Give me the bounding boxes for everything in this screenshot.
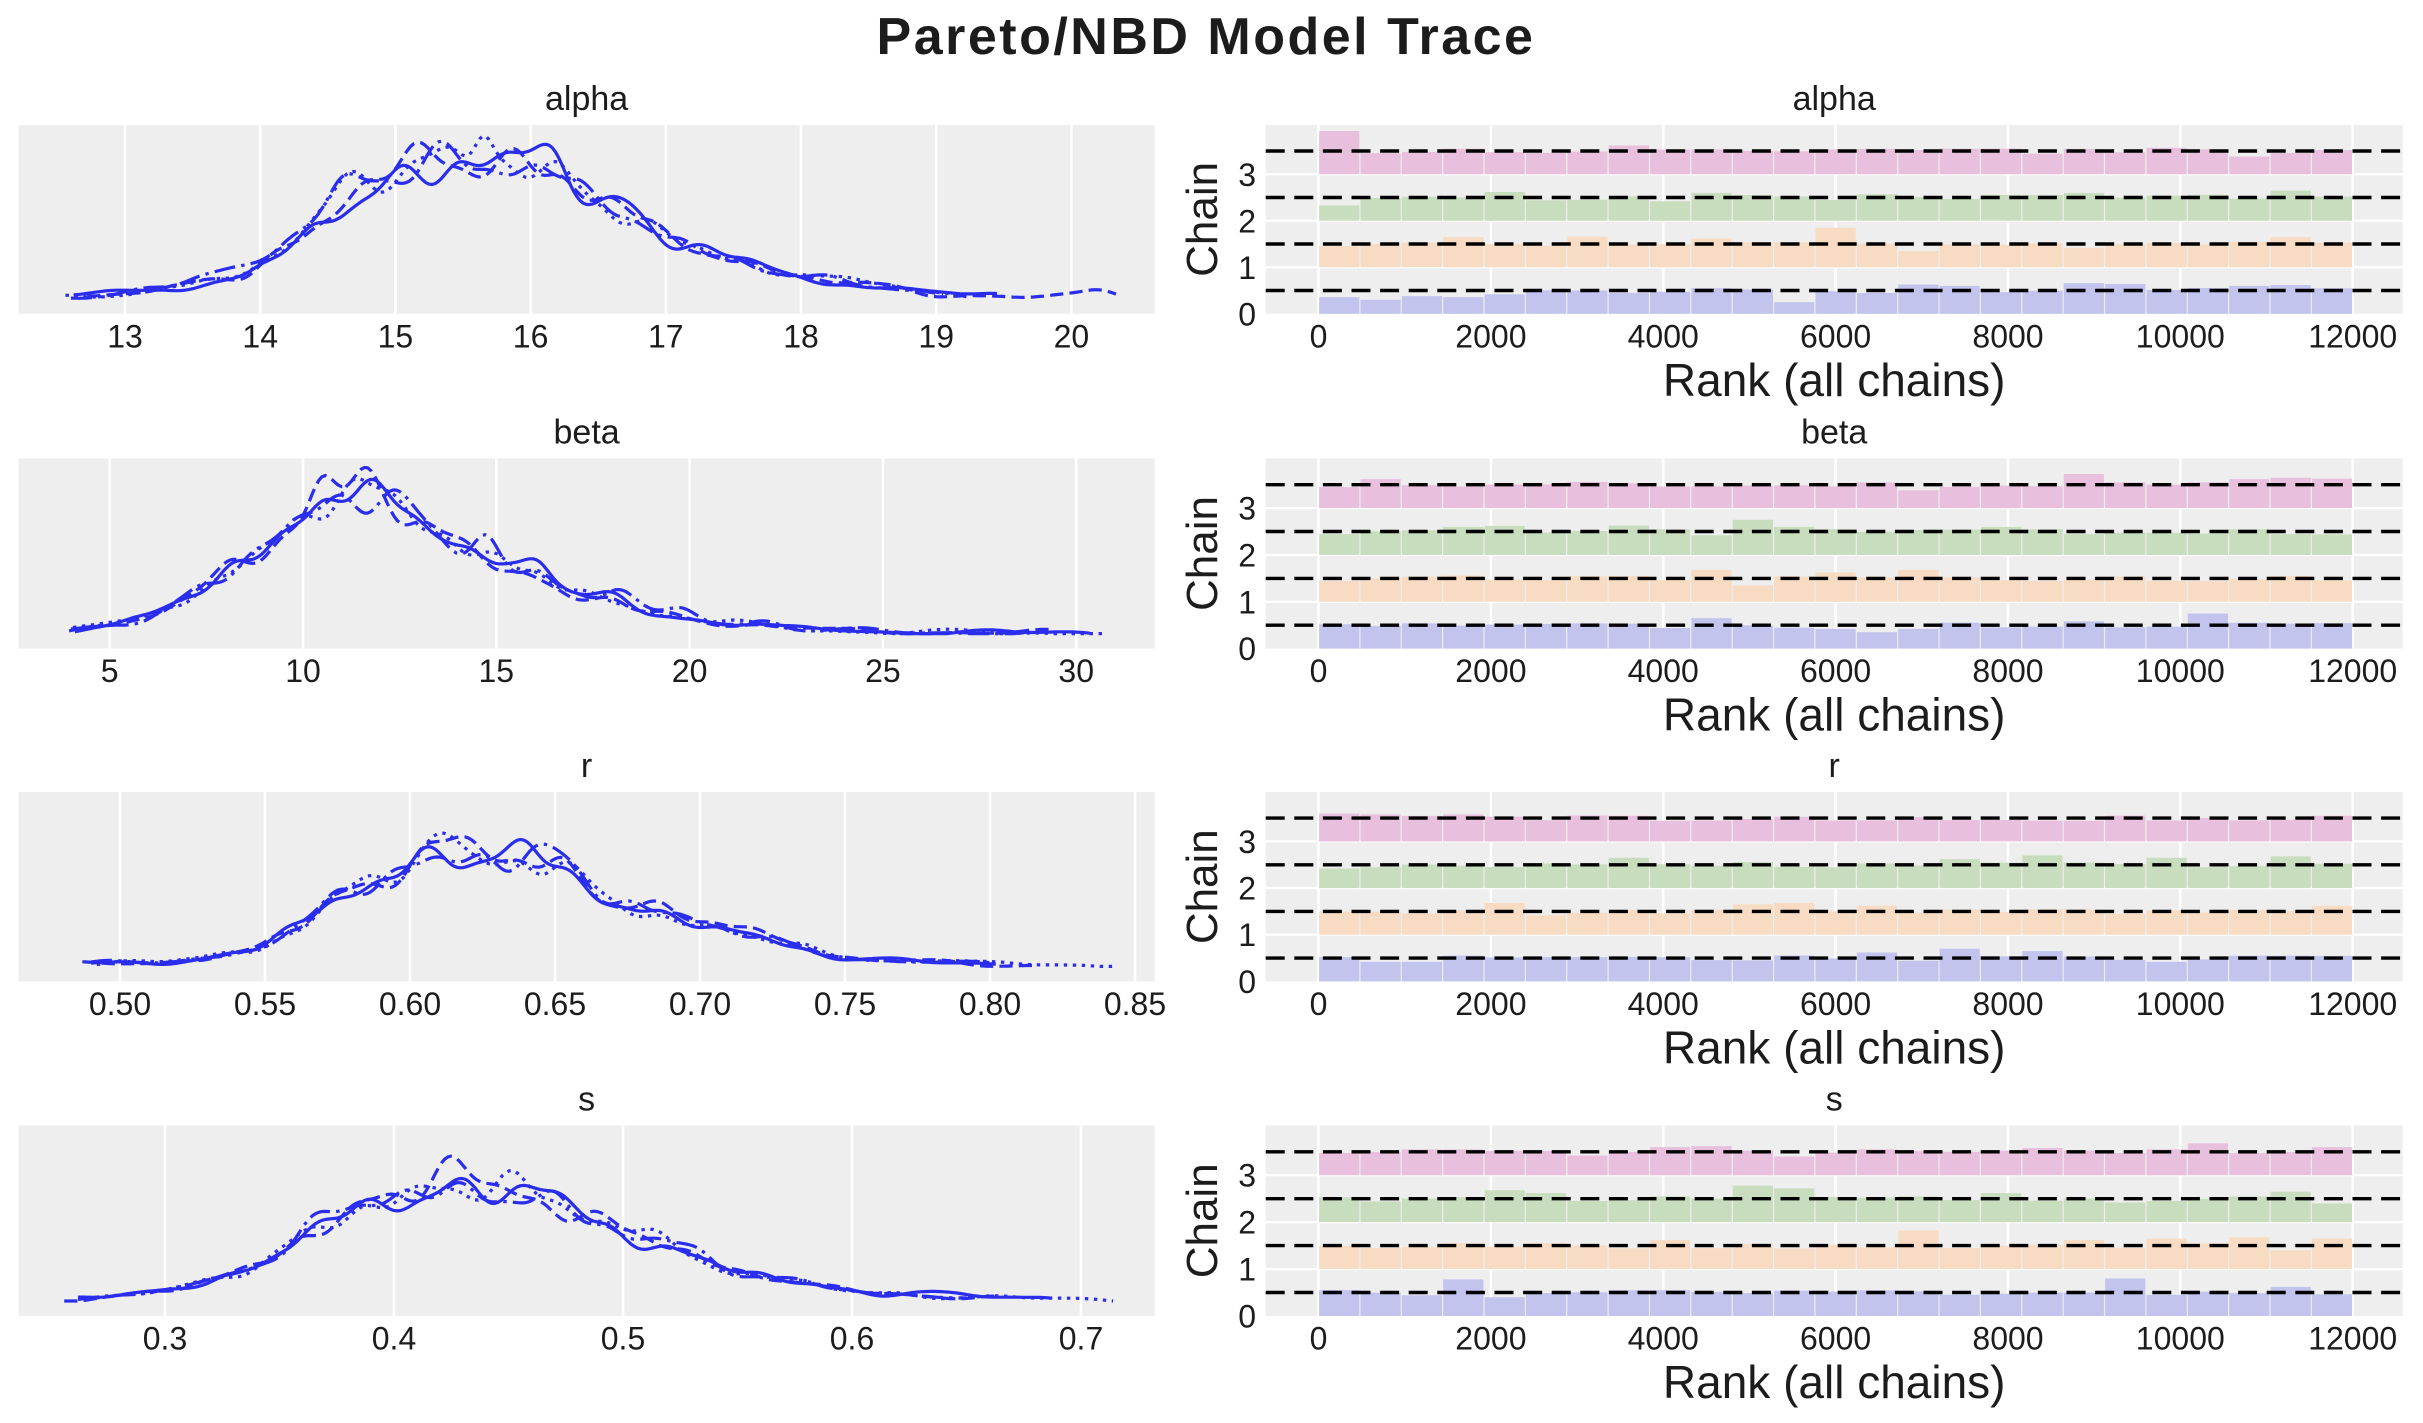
svg-text:6000: 6000	[1800, 986, 1871, 1022]
svg-text:0: 0	[1310, 318, 1328, 354]
svg-text:0.5: 0.5	[601, 1321, 645, 1357]
svg-text:12000: 12000	[2308, 1321, 2397, 1357]
svg-text:0.60: 0.60	[379, 986, 441, 1022]
svg-text:2: 2	[1238, 1205, 1256, 1241]
svg-text:Rank (all chains): Rank (all chains)	[1663, 689, 2006, 741]
svg-text:0.70: 0.70	[669, 986, 731, 1022]
svg-text:1: 1	[1238, 917, 1256, 953]
svg-text:10000: 10000	[2136, 986, 2225, 1022]
svg-text:0: 0	[1310, 986, 1328, 1022]
svg-text:20: 20	[1054, 318, 1090, 354]
svg-text:20: 20	[672, 653, 708, 689]
svg-text:2000: 2000	[1455, 318, 1526, 354]
svg-text:10: 10	[285, 653, 321, 689]
svg-text:0: 0	[1310, 1321, 1328, 1357]
svg-text:15: 15	[479, 653, 515, 689]
svg-text:0: 0	[1310, 653, 1328, 689]
svg-text:10000: 10000	[2136, 318, 2225, 354]
svg-text:s: s	[578, 1081, 595, 1119]
svg-text:0.50: 0.50	[89, 986, 151, 1022]
svg-text:Rank (all chains): Rank (all chains)	[1663, 1356, 2006, 1408]
svg-text:Rank (all chains): Rank (all chains)	[1663, 354, 2006, 406]
svg-text:Pareto/NBD Model Trace: Pareto/NBD Model Trace	[877, 8, 1536, 66]
svg-text:8000: 8000	[1972, 1321, 2043, 1357]
svg-text:2: 2	[1238, 871, 1256, 907]
svg-text:6000: 6000	[1800, 1321, 1871, 1357]
svg-text:r: r	[1829, 747, 1840, 785]
svg-text:6000: 6000	[1800, 318, 1871, 354]
svg-text:Chain: Chain	[1178, 496, 1227, 611]
svg-text:s: s	[1826, 1081, 1843, 1119]
svg-text:3: 3	[1238, 824, 1256, 860]
svg-text:4000: 4000	[1628, 986, 1699, 1022]
svg-text:4000: 4000	[1628, 1321, 1699, 1357]
svg-text:10000: 10000	[2136, 653, 2225, 689]
svg-text:1: 1	[1238, 584, 1256, 620]
svg-text:beta: beta	[1801, 414, 1867, 452]
svg-text:0.4: 0.4	[372, 1321, 416, 1357]
svg-text:beta: beta	[554, 414, 620, 452]
svg-text:10000: 10000	[2136, 1321, 2225, 1357]
svg-text:3: 3	[1238, 491, 1256, 527]
svg-text:2000: 2000	[1455, 986, 1526, 1022]
svg-text:2: 2	[1238, 538, 1256, 574]
svg-text:18: 18	[783, 318, 819, 354]
svg-text:Chain: Chain	[1178, 162, 1227, 277]
svg-text:17: 17	[648, 318, 684, 354]
svg-text:2000: 2000	[1455, 1321, 1526, 1357]
svg-text:25: 25	[865, 653, 901, 689]
svg-text:8000: 8000	[1972, 318, 2043, 354]
svg-text:12000: 12000	[2308, 653, 2397, 689]
svg-text:15: 15	[378, 318, 414, 354]
svg-text:30: 30	[1058, 653, 1094, 689]
svg-text:19: 19	[918, 318, 954, 354]
svg-text:alpha: alpha	[545, 80, 628, 118]
svg-text:12000: 12000	[2308, 986, 2397, 1022]
svg-text:0: 0	[1238, 964, 1256, 1000]
svg-text:2000: 2000	[1455, 653, 1526, 689]
svg-text:0: 0	[1238, 296, 1256, 332]
svg-text:0.7: 0.7	[1059, 1321, 1103, 1357]
svg-text:3: 3	[1238, 157, 1256, 193]
svg-text:6000: 6000	[1800, 653, 1871, 689]
svg-text:alpha: alpha	[1793, 80, 1876, 118]
svg-text:Chain: Chain	[1178, 829, 1227, 944]
svg-text:Chain: Chain	[1178, 1163, 1227, 1278]
svg-text:5: 5	[101, 653, 119, 689]
svg-text:2: 2	[1238, 203, 1256, 239]
svg-text:1: 1	[1238, 1252, 1256, 1288]
svg-text:0.85: 0.85	[1104, 986, 1166, 1022]
svg-text:0.55: 0.55	[234, 986, 296, 1022]
svg-text:0.65: 0.65	[524, 986, 586, 1022]
svg-text:16: 16	[513, 318, 549, 354]
svg-text:Rank (all chains): Rank (all chains)	[1663, 1021, 2006, 1073]
svg-text:0: 0	[1238, 1299, 1256, 1335]
svg-text:r: r	[581, 747, 592, 785]
svg-text:3: 3	[1238, 1158, 1256, 1194]
svg-text:12000: 12000	[2308, 318, 2397, 354]
svg-text:8000: 8000	[1972, 653, 2043, 689]
svg-text:13: 13	[107, 318, 143, 354]
svg-text:14: 14	[242, 318, 278, 354]
svg-text:0.3: 0.3	[143, 1321, 187, 1357]
svg-text:8000: 8000	[1972, 986, 2043, 1022]
svg-text:0.75: 0.75	[814, 986, 876, 1022]
svg-text:4000: 4000	[1628, 653, 1699, 689]
svg-text:4000: 4000	[1628, 318, 1699, 354]
svg-text:0.80: 0.80	[959, 986, 1021, 1022]
svg-text:0.6: 0.6	[830, 1321, 874, 1357]
svg-text:0: 0	[1238, 631, 1256, 667]
svg-text:1: 1	[1238, 250, 1256, 286]
